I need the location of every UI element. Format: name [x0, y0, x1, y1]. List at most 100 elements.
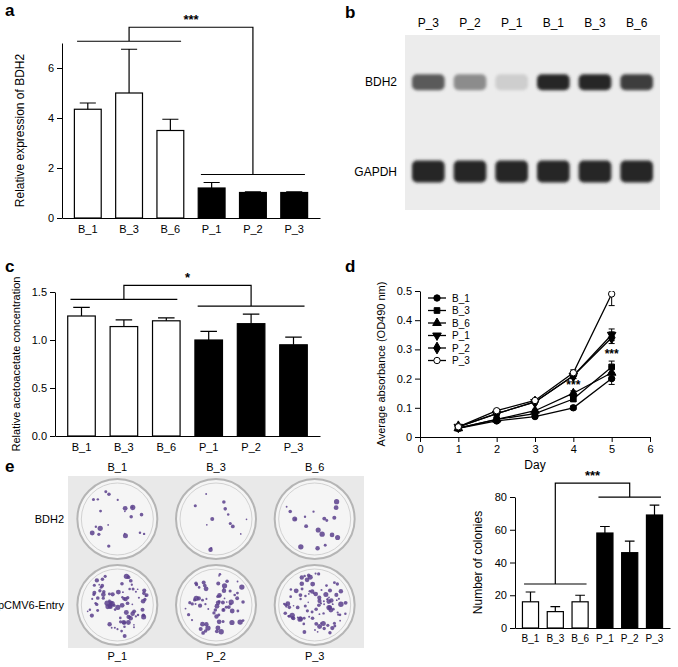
tick-label: 1 — [456, 443, 462, 455]
axis-line — [516, 628, 671, 629]
plot-area — [74, 49, 307, 218]
colony — [344, 601, 348, 605]
colony — [230, 609, 235, 614]
point — [493, 408, 499, 414]
tick-mark — [415, 379, 420, 380]
tick: B_6 — [157, 436, 177, 453]
colony — [317, 603, 321, 607]
tick: 4 — [48, 112, 62, 124]
tick-label: 0.5 — [32, 382, 47, 394]
colony — [143, 533, 145, 535]
point — [493, 408, 500, 420]
column-label: B_6 — [305, 461, 325, 473]
tick-mark — [510, 497, 515, 498]
colony — [312, 510, 314, 512]
dish-rim — [275, 565, 355, 645]
point — [532, 397, 538, 403]
tick-mark — [458, 437, 459, 442]
bar — [281, 193, 308, 219]
significance-bracket — [70, 285, 304, 306]
colony — [329, 598, 334, 603]
colony — [101, 577, 104, 580]
tick-label: 4 — [48, 112, 54, 124]
colony — [92, 498, 95, 501]
colony — [215, 626, 220, 631]
bar — [74, 109, 101, 218]
colony — [307, 574, 311, 578]
colony — [145, 595, 147, 597]
dish-inner — [81, 569, 153, 641]
colony — [198, 586, 201, 589]
colony — [333, 581, 336, 584]
tick: B_3 — [546, 628, 564, 644]
bar — [110, 327, 138, 436]
legend-label: B_1 — [452, 293, 470, 304]
legend-marker — [433, 333, 442, 340]
tick-mark — [420, 437, 421, 442]
error-bar — [575, 595, 585, 602]
tick: 0.3 — [397, 343, 420, 355]
tick-mark — [415, 408, 420, 409]
tick: 0.5 — [32, 382, 55, 394]
tick-label: 0.5 — [397, 285, 412, 297]
colony — [214, 608, 218, 612]
colony — [122, 591, 124, 593]
y-axis: 0.00.51.01.5 — [32, 286, 56, 442]
tick-label: 0.1 — [397, 402, 412, 414]
tick: 1.5 — [32, 286, 55, 298]
colony — [126, 601, 130, 605]
legend-marker — [434, 308, 440, 314]
colony — [120, 630, 123, 633]
colony — [114, 627, 116, 629]
blot-band — [537, 161, 570, 183]
colony — [112, 604, 115, 607]
colony — [95, 603, 98, 606]
bar — [522, 602, 538, 628]
x-axis-title: Day — [524, 458, 545, 472]
colony — [205, 493, 207, 495]
axis-line — [63, 218, 321, 219]
legend-label: P_2 — [452, 343, 470, 354]
colony — [128, 616, 132, 620]
tick-label: B_1 — [522, 633, 540, 644]
tick: B_6 — [571, 628, 589, 644]
colony — [314, 622, 318, 626]
bar — [646, 515, 662, 628]
colony — [336, 599, 338, 601]
tick: 0 — [406, 431, 420, 443]
colony — [294, 588, 299, 593]
colony — [124, 574, 129, 579]
tick-mark — [57, 68, 62, 69]
colony — [307, 602, 309, 604]
colony — [129, 515, 133, 519]
tick-mark — [573, 437, 574, 442]
tick-mark — [50, 292, 55, 293]
point — [455, 424, 461, 430]
tick-label: 1.5 — [32, 286, 47, 298]
series-line — [458, 373, 611, 428]
tick-label: 6 — [48, 62, 54, 74]
significance-label: *** — [585, 468, 601, 483]
colony — [123, 533, 128, 538]
tick-mark — [50, 340, 55, 341]
colony — [283, 611, 287, 615]
colony — [338, 598, 340, 600]
colony — [97, 533, 100, 536]
x-axis: 0123456 — [417, 437, 653, 455]
column-label: P_1 — [108, 650, 128, 662]
colony — [187, 613, 190, 616]
blot-band — [495, 161, 528, 183]
colony — [111, 592, 115, 596]
blot-band — [412, 74, 445, 90]
colony — [308, 593, 310, 595]
tick: P_3 — [646, 628, 664, 644]
colony — [322, 612, 324, 614]
y-axis-title: Relative expression of BDH2 — [13, 53, 27, 207]
legend-label: P_1 — [452, 330, 470, 341]
colony — [123, 634, 127, 638]
colony — [325, 519, 328, 522]
panel-label: d — [345, 257, 355, 276]
colony — [135, 591, 137, 593]
colony — [217, 619, 222, 624]
tick: 1.0 — [32, 334, 55, 346]
